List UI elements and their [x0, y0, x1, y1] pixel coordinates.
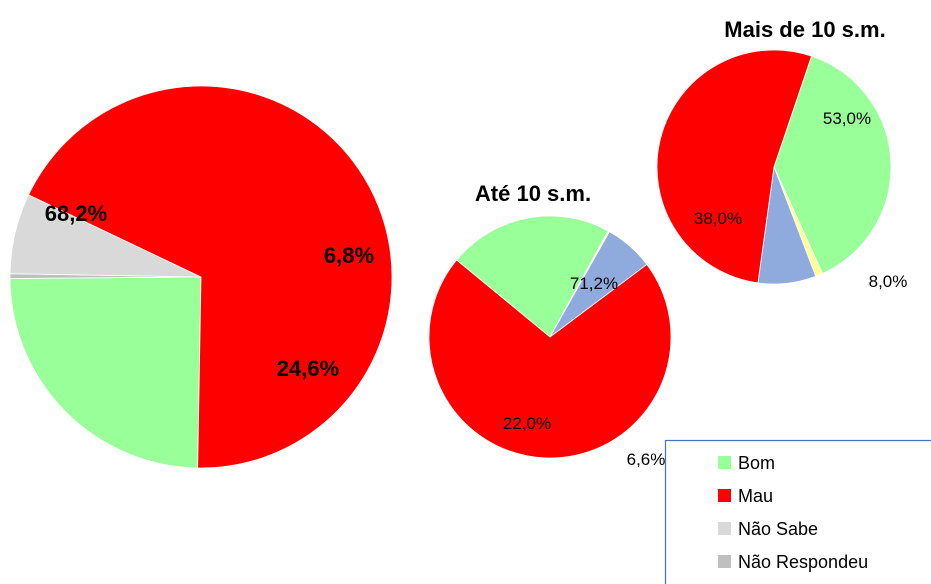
legend: Bom Mau Não Sabe Não Respondeu — [664, 439, 931, 584]
legend-label-nao-respondeu: Não Respondeu — [738, 552, 868, 572]
legend-label-mau: Mau — [738, 486, 773, 506]
data-label: 6,6% — [627, 450, 666, 469]
legend-swatch-bom — [718, 456, 731, 469]
pie-slice-bom — [773, 55, 892, 274]
legend-swatch-nao-respondeu — [718, 555, 731, 568]
data-label: 8,0% — [869, 272, 908, 291]
legend-box — [664, 439, 931, 584]
data-label: 68,2% — [45, 201, 107, 226]
pie-slice-mau — [656, 49, 813, 284]
legend-swatch-nao-sabe — [718, 522, 731, 535]
data-label: 6,8% — [324, 243, 374, 268]
pie-slice-bom — [456, 215, 609, 338]
pie-slices — [9, 85, 393, 469]
pie-chart-total: 24,6% 68,2% 6,8% — [9, 85, 393, 469]
legend-swatch-mau — [718, 489, 731, 502]
pie-slice-mau — [428, 259, 672, 459]
data-label: 38,0% — [694, 209, 742, 228]
pie-slice-mau — [28, 85, 393, 469]
data-label: 24,6% — [277, 356, 339, 381]
pie-chart-mais-de-10-sm: Mais de 10 s.m. 38,0% 53,0% 8,0% — [656, 17, 908, 291]
pie-slices — [428, 215, 672, 459]
pie-slices — [656, 49, 892, 285]
pie-chart-ate-10-sm: Até 10 s.m. 22,0% 71,2% 6,6% — [428, 181, 672, 469]
data-label: 71,2% — [570, 274, 618, 293]
legend-label-bom: Bom — [738, 453, 775, 473]
legend-label-nao-sabe: Não Sabe — [738, 519, 818, 539]
data-label: 53,0% — [823, 109, 871, 128]
chart-title: Mais de 10 s.m. — [724, 17, 885, 42]
data-label: 22,0% — [503, 414, 551, 433]
chart-title: Até 10 s.m. — [475, 181, 591, 206]
pie-slice-bom — [9, 276, 202, 469]
